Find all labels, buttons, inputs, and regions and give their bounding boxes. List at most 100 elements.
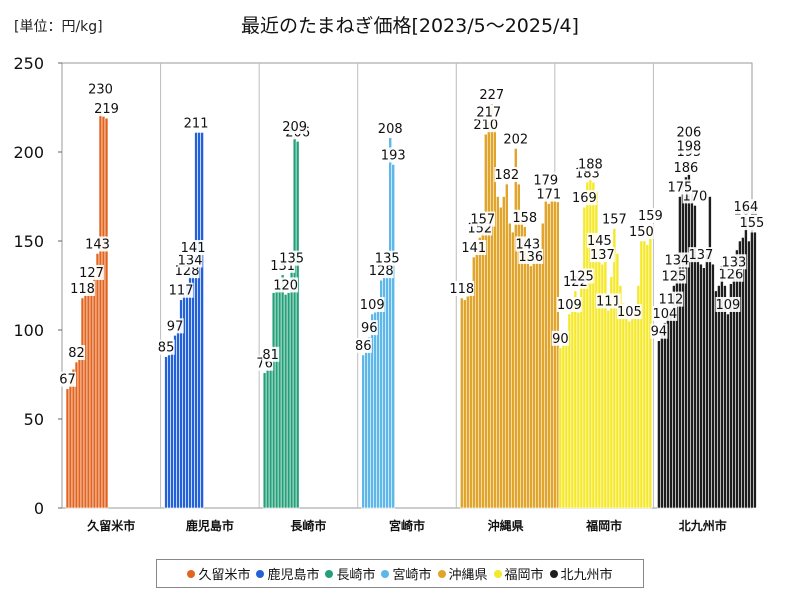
unit-label: [単位：円/kg] [14, 19, 103, 35]
data-label-bg [67, 345, 86, 361]
bar [681, 183, 685, 509]
bar [513, 148, 518, 509]
data-label-bg [374, 250, 400, 266]
data-label: 137 [590, 248, 615, 263]
data-label: 109 [360, 298, 385, 313]
data-label: 210 [473, 118, 498, 133]
bar [274, 290, 279, 509]
data-label: 125 [662, 270, 687, 285]
data-label: 157 [602, 213, 627, 228]
legend-item: 北九州市 [549, 564, 613, 583]
data-label-bg [536, 186, 562, 202]
bar [385, 267, 390, 509]
data-label-bg [601, 211, 627, 227]
bar [289, 267, 294, 509]
data-label-bg [673, 159, 699, 175]
data-label-bg [177, 252, 203, 268]
bar [373, 311, 378, 509]
bar [86, 292, 91, 509]
legend-label: 宮崎市 [392, 568, 432, 583]
data-label-bg [658, 291, 684, 307]
data-label-bg [262, 346, 280, 362]
chart-title: 最近のたまねぎ価格[2023/5～2025/4] [241, 15, 579, 37]
bar [561, 343, 566, 509]
bar [708, 196, 712, 509]
bar [540, 222, 545, 509]
category-label: 久留米市 [87, 518, 135, 533]
bar [379, 279, 384, 509]
bar [262, 372, 267, 509]
category-label: 沖縄県 [488, 518, 524, 533]
bar [552, 199, 557, 509]
category-label: 宮崎市 [389, 518, 425, 533]
bar [717, 285, 721, 509]
data-label: 128 [369, 264, 394, 279]
bar [558, 347, 563, 509]
bar [173, 335, 177, 509]
legend-swatch [437, 569, 446, 578]
legend-swatch [549, 569, 558, 578]
data-label-bg [494, 167, 520, 183]
data-label-bg [58, 371, 77, 387]
data-label: 81 [262, 348, 279, 363]
data-label: 125 [569, 270, 594, 285]
data-label: 202 [503, 132, 528, 147]
bar [588, 173, 593, 509]
data-label: 182 [494, 168, 519, 183]
bar [606, 310, 611, 509]
data-label-bg [676, 138, 702, 154]
data-label-bg [650, 323, 668, 339]
y-tick-label: 100 [13, 321, 44, 340]
bar [286, 292, 291, 509]
bar [101, 116, 106, 509]
bar [525, 253, 530, 509]
data-label-bg [70, 280, 95, 296]
bar [80, 297, 85, 509]
bar [522, 226, 527, 509]
bar [534, 258, 539, 509]
bar [564, 336, 569, 509]
bar [283, 294, 288, 509]
legend-label: 沖縄県 [448, 568, 488, 583]
data-label: 145 [587, 234, 612, 249]
legend-item: 沖縄県 [437, 564, 488, 583]
bar [702, 267, 706, 509]
bar [570, 302, 575, 509]
data-label-bg [571, 190, 597, 206]
legend-item: 久留米市 [187, 564, 250, 583]
data-label: 85 [158, 341, 175, 356]
bar [531, 256, 536, 509]
data-label-bg [461, 240, 487, 256]
bar [723, 285, 727, 509]
data-label: 150 [629, 225, 654, 240]
data-label-bg [718, 266, 744, 282]
bar [576, 311, 581, 509]
data-label-bg [556, 296, 582, 312]
data-label-bg [470, 211, 496, 227]
bar [265, 368, 270, 509]
bar [477, 237, 482, 509]
bar [462, 299, 467, 509]
bar [483, 133, 488, 509]
bar [546, 203, 551, 509]
legend-swatch [325, 569, 334, 578]
legend-label: 福岡市 [504, 568, 544, 583]
bar [361, 354, 366, 509]
legend-label: 久留米市 [198, 568, 251, 583]
data-label: 109 [716, 298, 741, 313]
bar [89, 281, 94, 509]
bar [579, 285, 584, 509]
bar [627, 320, 632, 509]
bar [729, 283, 733, 509]
data-label: 217 [476, 106, 501, 121]
y-tick-label: 250 [13, 54, 44, 73]
data-label: 112 [659, 293, 684, 308]
data-label: 134 [665, 253, 690, 268]
bar [268, 363, 273, 509]
bar [391, 164, 396, 509]
data-label-bg [273, 277, 299, 293]
data-label: 126 [719, 268, 744, 283]
bar [474, 251, 479, 509]
data-label: 175 [668, 181, 693, 196]
data-label-bg [79, 264, 104, 280]
